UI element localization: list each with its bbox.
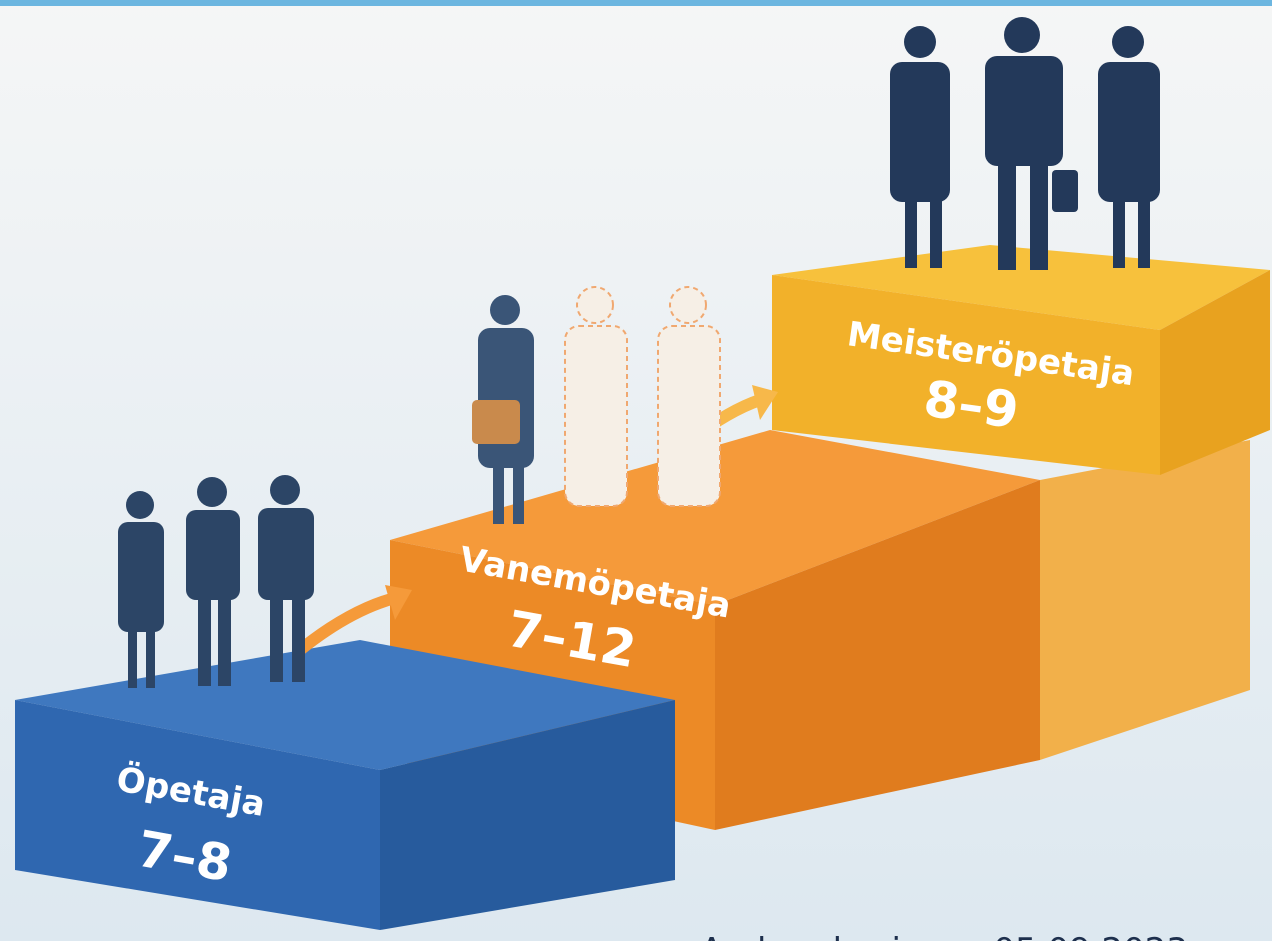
footer-note: Andmed seisuga 05.09.2023: [700, 931, 1188, 941]
illustration: Öpetaja 7–8 Vanemöpetaja 7–12 Meisteröpe…: [0, 0, 1272, 941]
top-border: [0, 0, 1272, 6]
